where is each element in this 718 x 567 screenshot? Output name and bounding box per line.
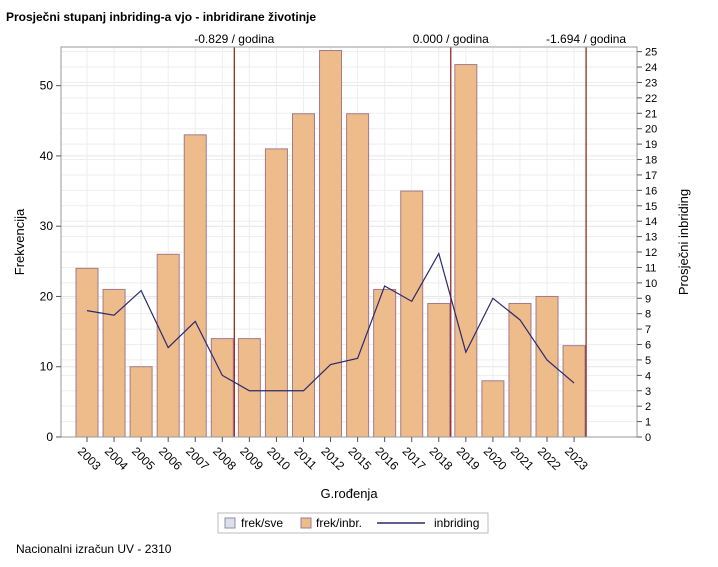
y2-tick-label: 16 (645, 185, 657, 197)
y2-tick-label: 9 (645, 293, 651, 305)
y-tick-label: 20 (40, 289, 54, 303)
bar-2004 (102, 288, 126, 438)
footer-note: Nacionalni izračun UV - 2310 (16, 542, 172, 556)
y2-tick-label: 10 (645, 278, 657, 290)
bar-2019 (454, 64, 478, 438)
y2-tick-label: 4 (645, 370, 651, 382)
x-tick-label-2009: 2009 (237, 444, 266, 473)
y2-tick-label: 12 (645, 247, 657, 259)
inbriding-line (86, 252, 575, 392)
x-tick-label-2023: 2023 (562, 444, 591, 473)
y-tick-label: 0 (46, 430, 53, 444)
bar-2018 (427, 302, 451, 438)
chart-title: Prosječni stupanj inbriding-a vjo - inbr… (6, 10, 317, 24)
x-tick-label-2022: 2022 (535, 444, 564, 473)
x-tick-label-2012: 2012 (318, 444, 347, 473)
x-tick-label-2005: 2005 (129, 444, 158, 473)
y2-axis-label: Prosječni inbriding (676, 189, 691, 295)
y2-tick-label: 25 (645, 47, 657, 59)
x-tick-label-2017: 2017 (400, 444, 429, 473)
y2-tick-label: 22 (645, 93, 657, 105)
y2-tick-label: 5 (645, 355, 651, 367)
x-axis-label: G.rođenja (320, 486, 378, 501)
bar-2006 (156, 253, 180, 438)
bar-2021 (508, 302, 532, 438)
y2-tick-label: 8 (645, 309, 651, 321)
legend-label-frek-sve: frek/sve (241, 516, 283, 530)
x-tick-label-2004: 2004 (102, 444, 131, 473)
x-tick-label-2015: 2015 (345, 444, 374, 473)
y2-tick-label: 11 (645, 262, 656, 274)
x-tick-label-2016: 2016 (373, 444, 402, 473)
x-tick-label-2003: 2003 (75, 444, 104, 473)
y2-tick-label: 14 (645, 216, 657, 228)
y2-tick-label: 20 (645, 124, 657, 136)
y2-tick-label: 24 (645, 62, 657, 74)
y2-tick-label: 1 (645, 417, 651, 429)
y-tick-label: 40 (40, 149, 54, 163)
y2-tick-label: 17 (645, 170, 657, 182)
bar-2007 (183, 134, 207, 438)
y-axis-label: Frekvencija (12, 208, 27, 275)
bar-2017 (400, 190, 424, 438)
y2-tick-label: 21 (645, 108, 657, 120)
x-tick-label-2019: 2019 (454, 444, 483, 473)
legend-label-inbriding: inbriding (434, 516, 479, 530)
y2-tick-label: 6 (645, 340, 651, 352)
bar-2003 (75, 267, 99, 438)
y2-tick-label: 13 (645, 232, 657, 244)
bar-2011 (291, 113, 315, 438)
legend-swatch-frek-inbr (300, 517, 312, 529)
bar-2010 (264, 148, 288, 438)
y2-tick-label: 7 (645, 324, 651, 336)
y2-tick-label: 23 (645, 77, 657, 89)
bar-2012 (319, 50, 343, 438)
bar-2015 (346, 113, 370, 438)
y2-tick-label: 15 (645, 201, 657, 213)
x-tick-label-2008: 2008 (210, 444, 239, 473)
plot-frame (60, 46, 638, 438)
x-tick-label-2010: 2010 (264, 444, 293, 473)
y2-tick-label: 3 (645, 386, 651, 398)
x-tick-label-2006: 2006 (156, 444, 185, 473)
bar-2023 (562, 345, 586, 438)
legend-swatch-frek-sve (224, 517, 236, 529)
y-tick-label: 30 (40, 219, 54, 233)
bar-2016 (373, 288, 397, 438)
x-tick-label-2018: 2018 (427, 444, 456, 473)
x-tick-label-2021: 2021 (508, 444, 537, 473)
bar-2020 (481, 380, 505, 438)
x-tick-label-2011: 2011 (291, 444, 319, 472)
legend-box (217, 512, 489, 534)
bar-2009 (237, 338, 261, 438)
trend-label-2023: -1.694 / godina (546, 32, 626, 46)
y2-tick-label: 19 (645, 139, 657, 151)
legend-label-frek-inbr: frek/inbr. (316, 516, 362, 530)
y2-tick-label: 0 (645, 432, 651, 444)
trend-label-2008: -0.829 / godina (194, 32, 274, 46)
y2-tick-label: 18 (645, 155, 657, 167)
bar-2005 (129, 366, 153, 438)
y-tick-label: 50 (40, 79, 54, 93)
x-tick-label-2020: 2020 (481, 444, 510, 473)
y2-tick-label: 2 (645, 401, 651, 413)
x-tick-label-2007: 2007 (183, 444, 212, 473)
bar-2008 (210, 338, 234, 438)
trend-label-2018: 0.000 / godina (413, 32, 489, 46)
y-tick-label: 10 (40, 360, 54, 374)
